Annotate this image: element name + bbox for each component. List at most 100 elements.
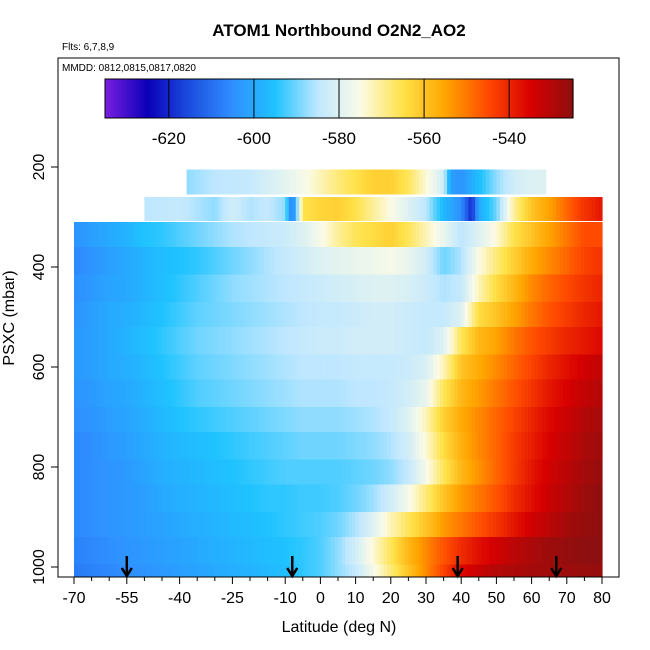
heatmap-cell bbox=[482, 484, 487, 512]
colorbar-swatch bbox=[542, 79, 546, 118]
heatmap-cell bbox=[147, 379, 153, 407]
heatmap-cell bbox=[320, 379, 325, 407]
heatmap-cell bbox=[397, 197, 402, 221]
heatmap-cell bbox=[538, 379, 543, 407]
heatmap-cell bbox=[288, 274, 293, 302]
heatmap-cell bbox=[253, 274, 258, 302]
heatmap-cell bbox=[418, 222, 424, 247]
heatmap-cell bbox=[468, 302, 473, 327]
heatmap-cell bbox=[207, 484, 212, 512]
colorbar-swatch bbox=[516, 79, 520, 118]
heatmap-cell bbox=[204, 432, 209, 460]
heatmap-cell bbox=[422, 247, 427, 275]
heatmap-cell bbox=[362, 327, 367, 355]
x-tick-label: 10 bbox=[347, 590, 365, 607]
heatmap-cell bbox=[545, 407, 550, 432]
colorbar-swatch bbox=[247, 79, 251, 118]
heatmap-cell bbox=[302, 407, 307, 432]
heatmap-cell bbox=[570, 327, 575, 355]
heatmap-cell bbox=[179, 327, 184, 355]
heatmap-cell bbox=[235, 354, 241, 380]
heatmap-cell bbox=[105, 379, 110, 407]
colorbar-swatch bbox=[203, 79, 207, 118]
heatmap-cell bbox=[309, 197, 314, 221]
heatmap-cell bbox=[225, 169, 230, 195]
heatmap-cell bbox=[264, 274, 269, 302]
heatmap-cell bbox=[74, 432, 79, 460]
heatmap-cell bbox=[538, 537, 543, 565]
heatmap-cell bbox=[577, 274, 582, 302]
heatmap-cell bbox=[359, 432, 364, 460]
heatmap-cell bbox=[362, 247, 367, 275]
heatmap-cell bbox=[380, 432, 385, 460]
heatmap-cell bbox=[411, 302, 417, 327]
heatmap-cell bbox=[95, 302, 100, 327]
heatmap-cell bbox=[577, 222, 582, 247]
heatmap-cell bbox=[140, 432, 145, 460]
colorbar-swatch bbox=[350, 79, 354, 118]
heatmap-cell bbox=[105, 302, 110, 327]
heatmap-cell bbox=[165, 302, 170, 327]
heatmap-cell bbox=[274, 407, 279, 432]
heatmap-cell bbox=[408, 484, 413, 512]
heatmap-cell bbox=[130, 537, 135, 565]
heatmap-cell bbox=[88, 459, 93, 485]
heatmap-cell bbox=[116, 407, 121, 432]
heatmap-cell bbox=[510, 222, 515, 247]
heatmap-cell bbox=[352, 327, 357, 355]
heatmap-cell bbox=[225, 484, 230, 512]
heatmap-cell bbox=[559, 564, 564, 577]
heatmap-cell bbox=[250, 432, 255, 460]
heatmap-cell bbox=[299, 459, 304, 485]
heatmap-cell bbox=[257, 247, 262, 275]
heatmap-cell bbox=[383, 354, 388, 380]
heatmap-cell bbox=[514, 247, 519, 275]
heatmap-cell bbox=[387, 537, 392, 565]
heatmap-cell bbox=[264, 354, 269, 380]
heatmap-cell bbox=[461, 512, 466, 537]
heatmap-cell bbox=[454, 354, 459, 380]
heatmap-cell bbox=[91, 537, 96, 565]
heatmap-cell bbox=[436, 354, 441, 380]
heatmap-cell bbox=[373, 302, 378, 327]
heatmap-cell bbox=[154, 197, 160, 221]
heatmap-cell bbox=[126, 407, 131, 432]
heatmap-cell bbox=[457, 459, 462, 485]
heatmap-cell bbox=[521, 407, 526, 432]
heatmap-cell bbox=[204, 512, 209, 537]
heatmap-cell bbox=[433, 302, 438, 327]
heatmap-cell bbox=[183, 274, 188, 302]
heatmap-cell bbox=[383, 222, 388, 247]
heatmap-cell bbox=[510, 432, 515, 460]
heatmap-cell bbox=[211, 484, 216, 512]
colorbar-swatch bbox=[161, 79, 165, 118]
heatmap-cell bbox=[147, 407, 153, 432]
heatmap-cell bbox=[207, 537, 212, 565]
heatmap-cell bbox=[556, 459, 561, 485]
heatmap-cell bbox=[119, 564, 124, 577]
heatmap-cell bbox=[84, 432, 89, 460]
heatmap-cell bbox=[535, 407, 540, 432]
heatmap-cell bbox=[591, 222, 596, 247]
heatmap-cell bbox=[457, 537, 462, 565]
heatmap-cell bbox=[218, 484, 223, 512]
heatmap-cell bbox=[204, 354, 209, 380]
heatmap-cell bbox=[482, 169, 487, 195]
heatmap-cell bbox=[464, 459, 469, 485]
heatmap-cell bbox=[348, 197, 353, 221]
heatmap-cell bbox=[232, 327, 237, 355]
heatmap-cell bbox=[313, 327, 318, 355]
heatmap-cell bbox=[566, 484, 571, 512]
heatmap-cell bbox=[450, 379, 455, 407]
heatmap-cell bbox=[404, 537, 409, 565]
heatmap-cell bbox=[535, 512, 540, 537]
colorbar-swatch bbox=[565, 79, 569, 118]
heatmap-cell bbox=[250, 407, 255, 432]
heatmap-cell bbox=[461, 197, 466, 221]
heatmap-cell bbox=[257, 354, 262, 380]
heatmap-cell bbox=[471, 432, 476, 460]
heatmap-cell bbox=[81, 327, 86, 355]
heatmap-cell bbox=[489, 274, 494, 302]
heatmap-cell bbox=[154, 484, 160, 512]
heatmap-cell bbox=[380, 512, 385, 537]
